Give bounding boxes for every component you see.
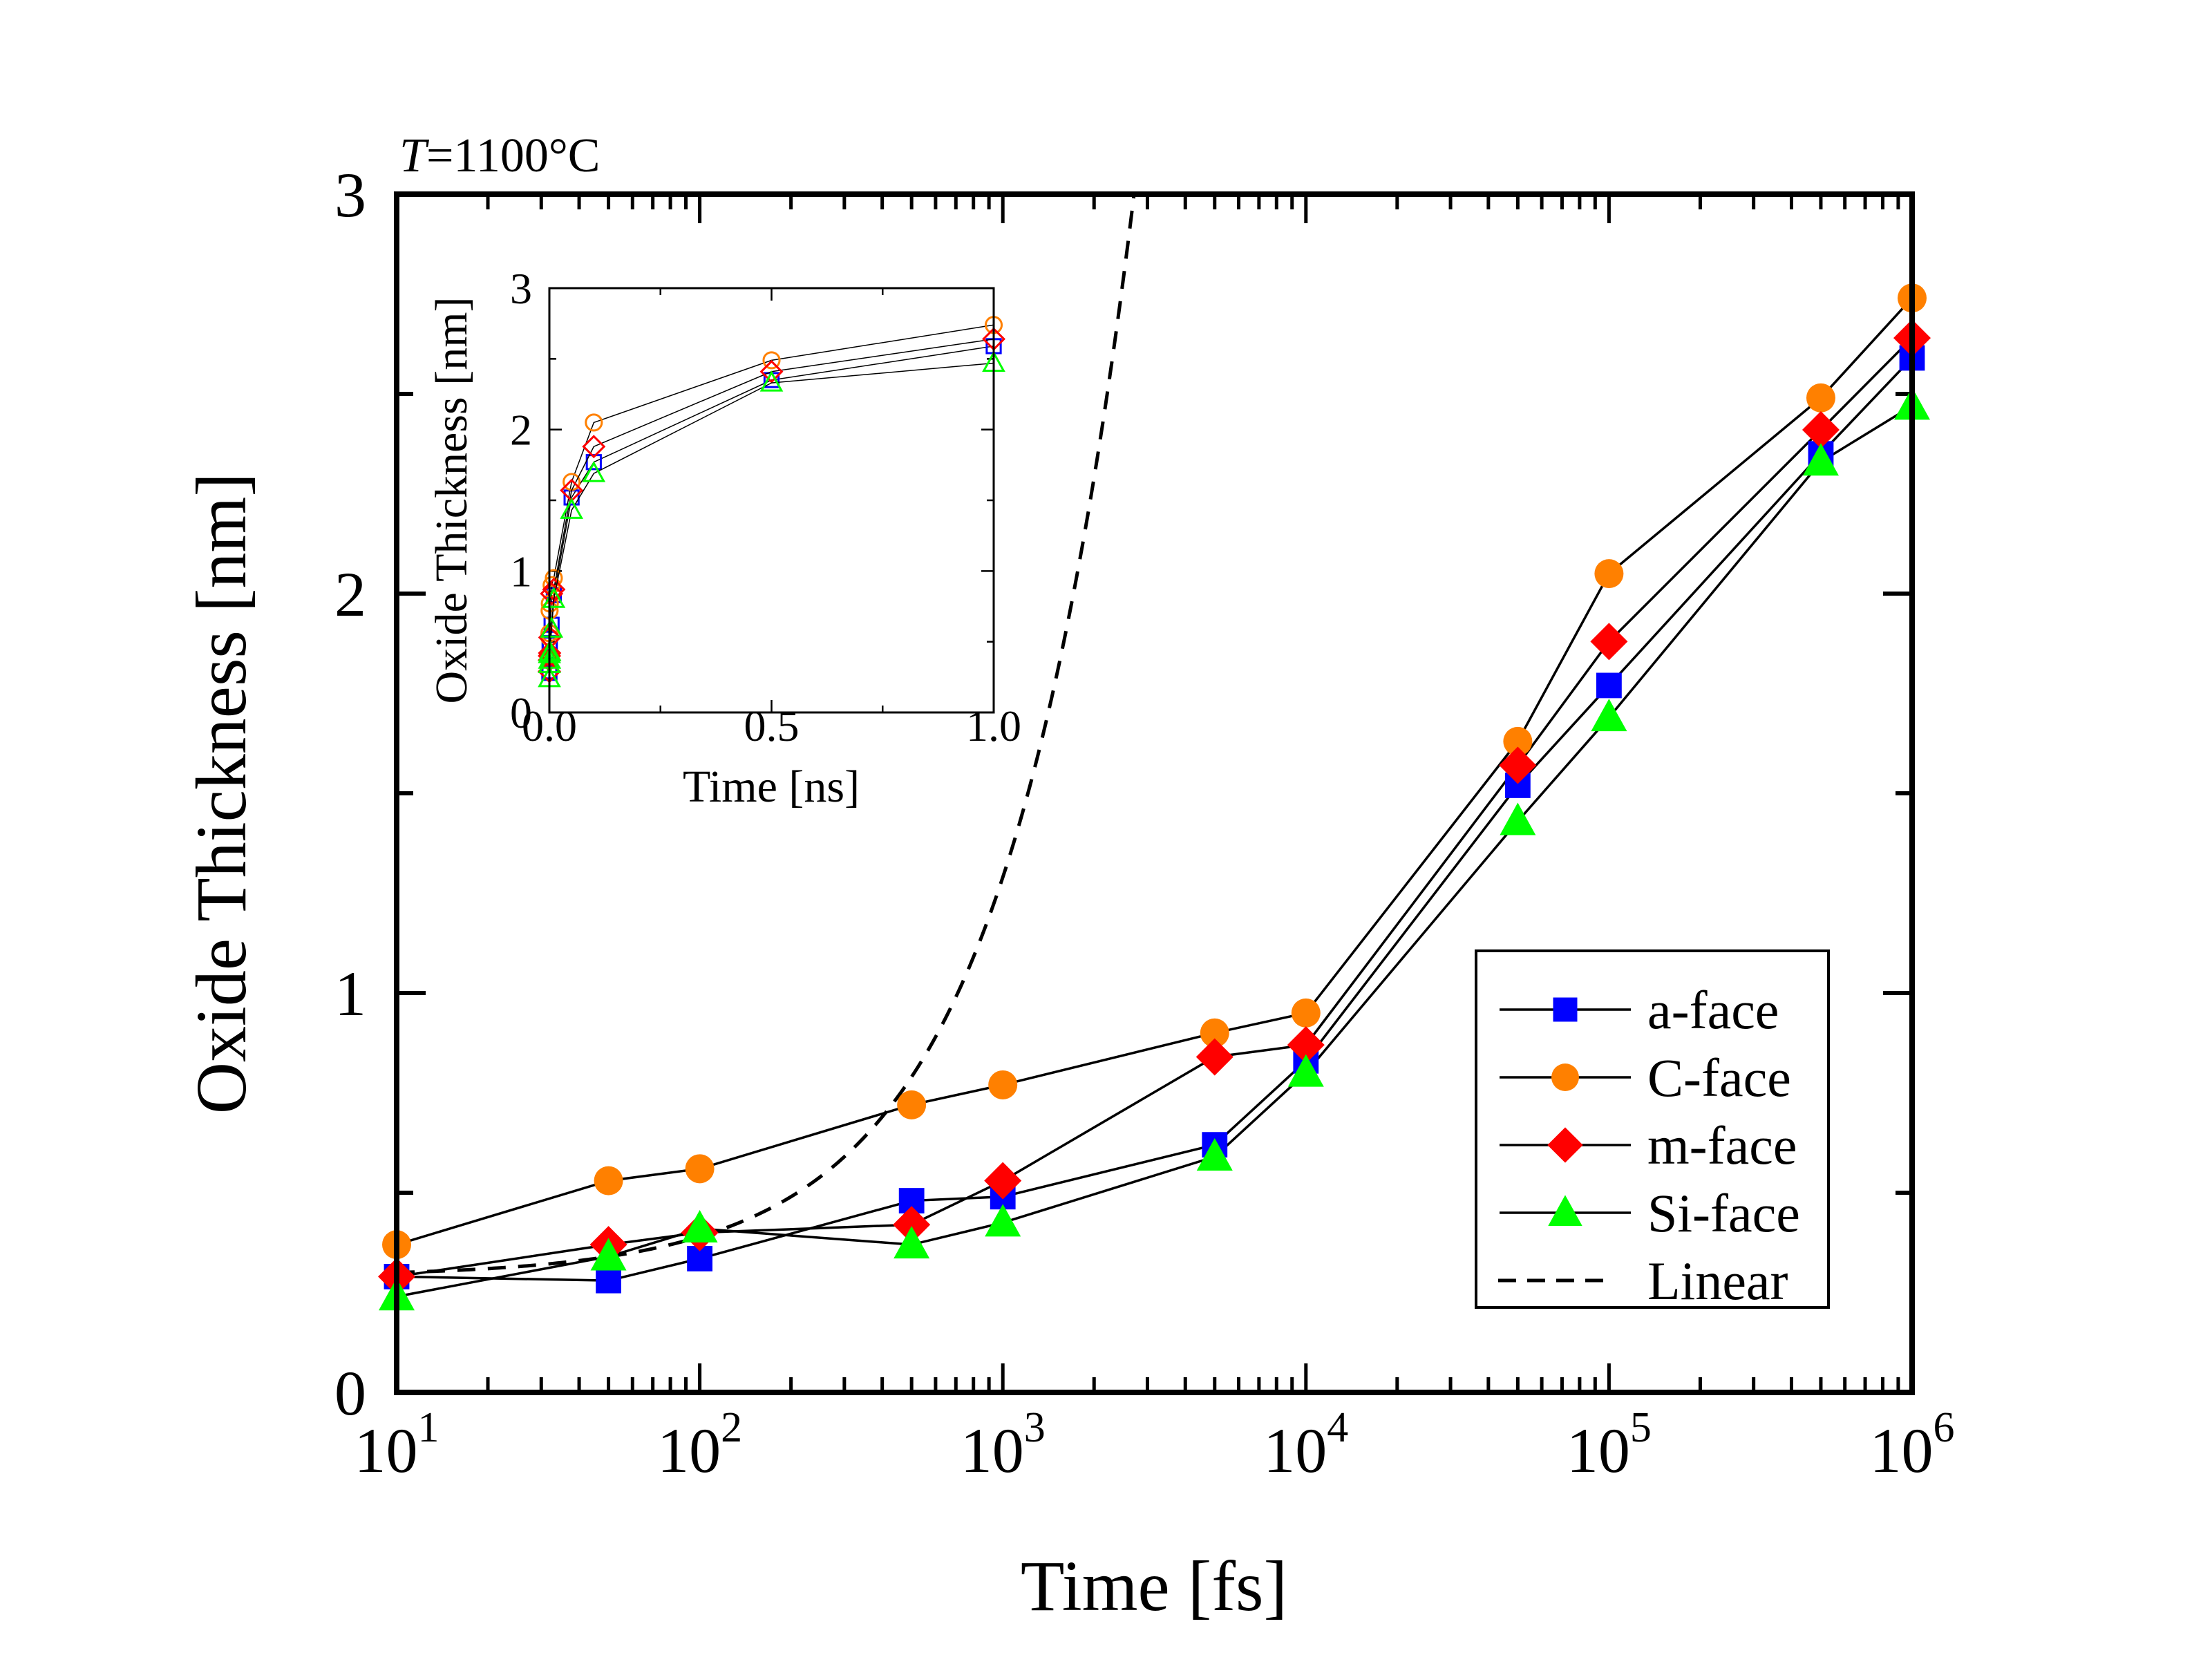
triangle-marker bbox=[540, 616, 564, 638]
inset-tick-labels: 0.0 0.5 1.0 0 1 2 3 bbox=[510, 264, 1021, 750]
series-markers-m-face bbox=[378, 319, 1931, 1296]
triangle-marker bbox=[1591, 699, 1627, 732]
x-tick-label: 101 bbox=[355, 1404, 439, 1486]
x-tick-label: 106 bbox=[1870, 1404, 1955, 1486]
legend-label: a-face bbox=[1647, 980, 1779, 1040]
linear-fit-line bbox=[396, 193, 1136, 1275]
legend: a-face C-face m-face Si-face Linear bbox=[1475, 949, 1830, 1311]
annotation-value: =1100°C bbox=[426, 129, 601, 182]
x-tick-label: 105 bbox=[1567, 1404, 1652, 1486]
inset-y-tick-label: 3 bbox=[510, 264, 532, 313]
inset-y-tick-label: 0 bbox=[510, 688, 532, 737]
circle-marker bbox=[1200, 1018, 1229, 1048]
diamond-marker bbox=[984, 1162, 1022, 1200]
square-marker bbox=[1596, 672, 1622, 699]
diamond-marker bbox=[893, 1206, 931, 1244]
legend-item-Linear: Linear bbox=[1498, 1251, 1788, 1311]
inset-x-tick-label: 0.5 bbox=[744, 701, 800, 750]
circle-marker bbox=[1806, 383, 1835, 413]
triangle-marker bbox=[1802, 443, 1839, 476]
triangle-marker bbox=[985, 1204, 1021, 1237]
inset-x-tick-label: 1.0 bbox=[966, 701, 1021, 750]
inset-x-tick-label: 0.0 bbox=[522, 701, 577, 750]
diamond-marker bbox=[1802, 411, 1840, 449]
main-plot-frame bbox=[394, 191, 1915, 1395]
legend-label: Si-face bbox=[1647, 1183, 1800, 1243]
circle-marker bbox=[1291, 998, 1321, 1028]
diamond-marker bbox=[1499, 746, 1537, 784]
triangle-marker bbox=[582, 461, 606, 482]
square-marker bbox=[1553, 997, 1578, 1022]
triangle-marker bbox=[894, 1226, 930, 1259]
inset-y-tick-label: 2 bbox=[510, 406, 532, 455]
inset-background bbox=[549, 288, 994, 712]
circle-marker bbox=[1594, 559, 1624, 589]
circle-marker bbox=[762, 351, 781, 370]
square-marker bbox=[585, 454, 602, 471]
triangle-marker bbox=[681, 1210, 718, 1243]
circle-marker bbox=[988, 1070, 1018, 1099]
circle-marker bbox=[585, 413, 603, 432]
x-axis-title: Time [fs] bbox=[1021, 1547, 1287, 1626]
triangle-marker bbox=[1500, 802, 1536, 835]
triangle-marker bbox=[1196, 1137, 1233, 1171]
triangle-marker bbox=[1287, 1054, 1324, 1087]
x-tick-label: 103 bbox=[961, 1404, 1046, 1486]
y-tick-label: 0 bbox=[334, 1358, 366, 1428]
circle-marker bbox=[685, 1154, 715, 1184]
diamond-marker bbox=[582, 435, 606, 459]
triangle-marker bbox=[560, 498, 583, 519]
circle-marker bbox=[897, 1090, 927, 1119]
diamond-marker bbox=[1195, 1038, 1233, 1076]
inset-chart: 0.0 0.5 1.0 0 1 2 3 Time [ns] Oxide Thickness … bbox=[426, 264, 1021, 812]
diamond-marker bbox=[1547, 1127, 1583, 1163]
y-tick-label: 3 bbox=[334, 160, 366, 230]
legend-item-Si-face: Si-face bbox=[1500, 1183, 1800, 1243]
legend-item-m-face: m-face bbox=[1500, 1115, 1797, 1175]
square-marker bbox=[596, 1267, 621, 1294]
legend-label: Linear bbox=[1647, 1251, 1788, 1311]
legend-item-a-face: a-face bbox=[1500, 980, 1779, 1040]
diamond-marker bbox=[1287, 1026, 1325, 1064]
temperature-annotation: T=1100°C bbox=[399, 129, 601, 182]
triangle-marker bbox=[759, 370, 784, 392]
x-tick-label: 102 bbox=[657, 1404, 742, 1486]
inset-y-tick-label: 1 bbox=[510, 547, 532, 596]
legend-item-C-face: C-face bbox=[1500, 1048, 1791, 1108]
main-series-group bbox=[378, 193, 1931, 1311]
y-tick-label: 1 bbox=[334, 958, 366, 1029]
y-tick-label: 2 bbox=[334, 559, 366, 630]
inset-x-axis-title: Time [ns] bbox=[683, 762, 860, 812]
circle-marker bbox=[1503, 726, 1533, 756]
inset-y-axis-title: Oxide Thickness [nm] bbox=[426, 296, 477, 703]
diamond-marker bbox=[1590, 623, 1628, 661]
circle-marker bbox=[1551, 1063, 1579, 1091]
triangle-marker bbox=[590, 1238, 627, 1271]
legend-label: m-face bbox=[1647, 1115, 1797, 1175]
annotation-italic-T: T bbox=[399, 129, 430, 182]
diamond-marker bbox=[759, 359, 784, 384]
inset-plot-frame bbox=[548, 287, 995, 714]
circle-marker bbox=[594, 1166, 623, 1195]
legend-label: C-face bbox=[1647, 1048, 1791, 1108]
triangle-marker bbox=[1548, 1195, 1582, 1226]
y-axis-title: Oxide Thickness [nm] bbox=[182, 473, 261, 1114]
x-tick-label: 104 bbox=[1263, 1404, 1348, 1486]
